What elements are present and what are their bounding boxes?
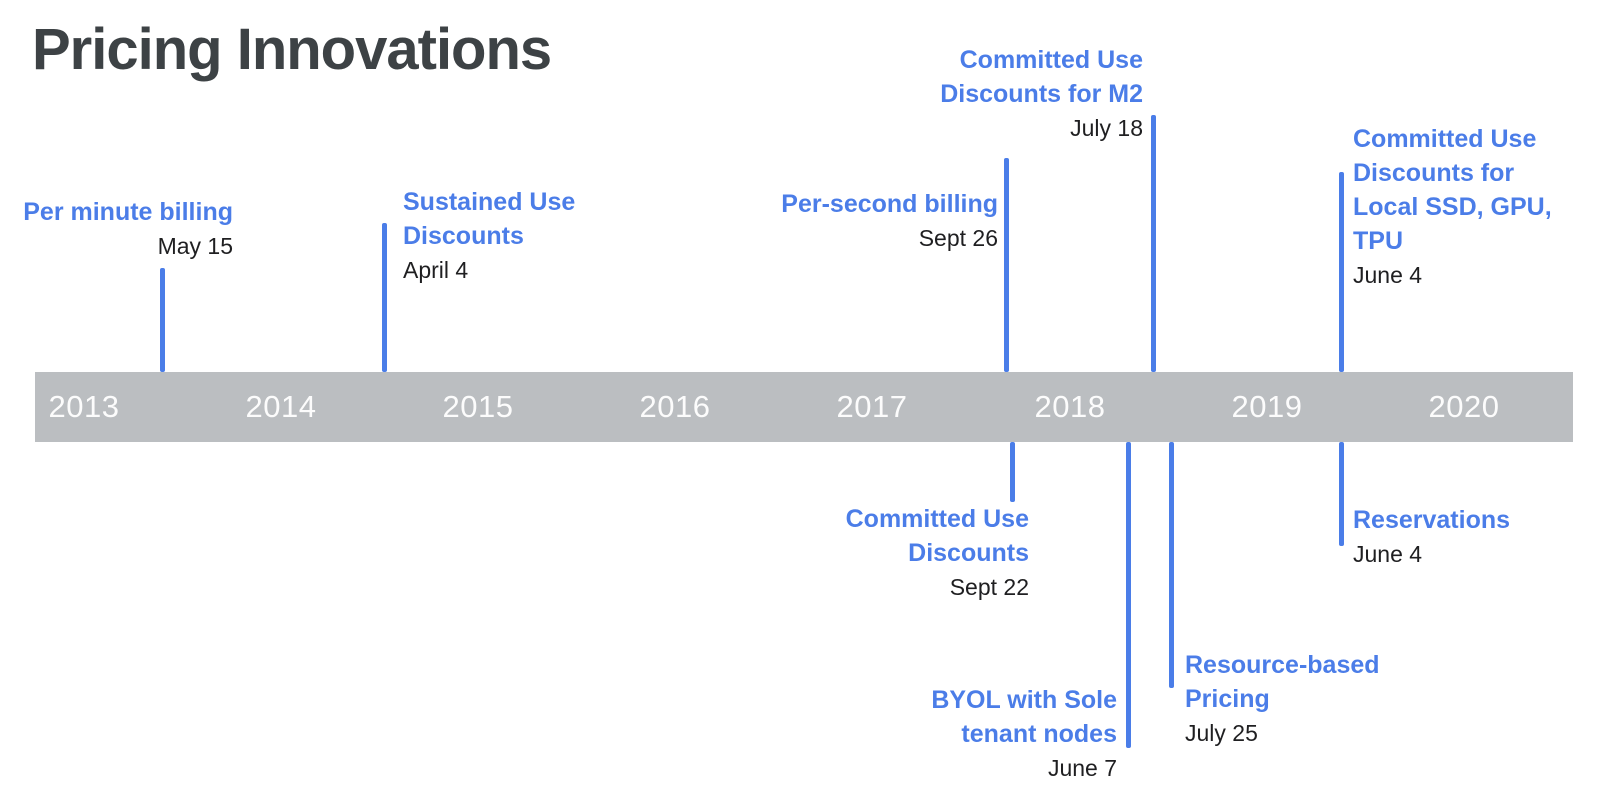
year-label-2016: 2016 xyxy=(639,389,711,424)
event-sustained-use-discounts: Sustained Use Discounts April 4 xyxy=(403,185,593,287)
year-label-2015: 2015 xyxy=(442,389,514,424)
event-reservations: Reservations June 4 xyxy=(1353,503,1510,571)
year-label-2018: 2018 xyxy=(1034,389,1106,424)
timeline-tick-byol xyxy=(1126,442,1131,748)
event-title: BYOL with Sole tenant nodes xyxy=(931,686,1117,748)
event-title: Reservations xyxy=(1353,506,1511,534)
year-label-2019: 2019 xyxy=(1231,389,1303,424)
event-title: Per minute billing xyxy=(23,198,233,226)
timeline-tick-resource-based xyxy=(1169,442,1174,688)
event-title: Committed Use Discounts xyxy=(845,505,1029,567)
timeline-tick-sustained-use xyxy=(382,223,387,372)
page-title: Pricing Innovations xyxy=(32,17,552,82)
timeline-tick-per-second-billing xyxy=(1004,158,1009,372)
year-label-2013: 2013 xyxy=(48,389,120,424)
year-label-2017: 2017 xyxy=(836,389,908,424)
timeline-tick-committed-use xyxy=(1010,442,1015,502)
event-date: April 4 xyxy=(403,257,469,283)
event-date: June 4 xyxy=(1353,262,1423,288)
timeline-tick-reservations xyxy=(1339,442,1344,546)
event-per-minute-billing: Per minute billing May 15 xyxy=(23,195,233,263)
event-date: May 15 xyxy=(157,233,233,259)
event-title: Per-second billing xyxy=(781,190,998,218)
event-date: July 18 xyxy=(1070,115,1143,141)
event-resource-based-pricing: Resource-based Pricing July 25 xyxy=(1185,648,1405,750)
timeline-bar: 2013 2014 2015 2016 2017 2018 2019 2020 xyxy=(35,372,1573,442)
event-committed-use-discounts-ssd-gpu-tpu: Committed Use Discounts for Local SSD, G… xyxy=(1353,122,1563,292)
year-label-2020: 2020 xyxy=(1428,389,1500,424)
event-committed-use-discounts: Committed Use Discounts Sept 22 xyxy=(809,502,1029,604)
timeline-tick-cud-m2 xyxy=(1151,115,1156,372)
event-committed-use-discounts-m2: Committed Use Discounts for M2 July 18 xyxy=(918,43,1143,145)
event-date: June 7 xyxy=(1047,755,1117,781)
event-title: Committed Use Discounts for Local SSD, G… xyxy=(1353,125,1552,255)
event-date: July 25 xyxy=(1185,720,1258,746)
event-date: Sept 22 xyxy=(949,574,1029,600)
year-label-2014: 2014 xyxy=(245,389,317,424)
event-title: Resource-based Pricing xyxy=(1185,651,1380,713)
event-title: Committed Use Discounts for M2 xyxy=(940,46,1143,108)
timeline-tick-cud-ssd-gpu-tpu xyxy=(1339,172,1344,372)
timeline-tick-per-minute-billing xyxy=(160,268,165,372)
event-title: Sustained Use Discounts xyxy=(403,188,576,250)
event-date: Sept 26 xyxy=(918,225,998,251)
event-byol-sole-tenant-nodes: BYOL with Sole tenant nodes June 7 xyxy=(872,683,1117,785)
event-per-second-billing: Per-second billing Sept 26 xyxy=(781,187,998,255)
event-date: June 4 xyxy=(1353,541,1423,567)
